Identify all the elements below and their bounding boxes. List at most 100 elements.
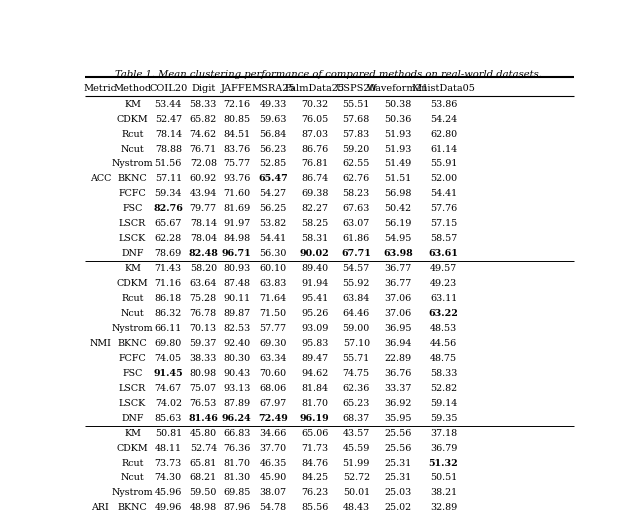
Text: 72.49: 72.49 — [258, 414, 288, 423]
Text: 57.83: 57.83 — [342, 130, 370, 138]
Text: 52.85: 52.85 — [259, 159, 287, 169]
Text: 80.30: 80.30 — [223, 354, 250, 363]
Text: 53.82: 53.82 — [259, 219, 287, 228]
Text: 86.18: 86.18 — [155, 294, 182, 303]
Text: 25.56: 25.56 — [384, 429, 412, 437]
Text: 83.76: 83.76 — [223, 145, 250, 153]
Text: 56.30: 56.30 — [259, 249, 287, 258]
Text: 78.69: 78.69 — [155, 249, 182, 258]
Text: 50.42: 50.42 — [385, 204, 412, 213]
Text: 63.83: 63.83 — [259, 279, 287, 288]
Text: 50.81: 50.81 — [155, 429, 182, 437]
Text: 87.89: 87.89 — [223, 399, 250, 408]
Text: 91.45: 91.45 — [154, 369, 183, 378]
Text: 86.74: 86.74 — [301, 174, 328, 183]
Text: FSC: FSC — [122, 204, 143, 213]
Text: 79.77: 79.77 — [189, 204, 217, 213]
Text: Ncut: Ncut — [121, 309, 145, 318]
Text: 25.03: 25.03 — [384, 489, 412, 497]
Text: 80.85: 80.85 — [223, 114, 250, 124]
Text: 71.73: 71.73 — [301, 444, 328, 453]
Text: LSCK: LSCK — [119, 399, 146, 408]
Text: 58.23: 58.23 — [342, 190, 370, 198]
Text: MnistData05: MnistData05 — [412, 84, 476, 92]
Text: 25.56: 25.56 — [384, 444, 412, 453]
Text: 81.84: 81.84 — [301, 384, 328, 393]
Text: 82.76: 82.76 — [154, 204, 183, 213]
Text: 54.41: 54.41 — [430, 190, 457, 198]
Text: 57.76: 57.76 — [430, 204, 457, 213]
Text: 71.43: 71.43 — [155, 264, 182, 273]
Text: 65.82: 65.82 — [189, 114, 217, 124]
Text: 94.62: 94.62 — [301, 369, 328, 378]
Text: BKNC: BKNC — [118, 174, 147, 183]
Text: 89.47: 89.47 — [301, 354, 328, 363]
Text: 59.37: 59.37 — [189, 339, 217, 348]
Text: 87.03: 87.03 — [301, 130, 328, 138]
Text: 50.38: 50.38 — [384, 100, 412, 109]
Text: 36.92: 36.92 — [384, 399, 412, 408]
Text: 65.81: 65.81 — [189, 458, 217, 468]
Text: Ncut: Ncut — [121, 474, 145, 482]
Text: Nystrom: Nystrom — [112, 489, 154, 497]
Text: Digit: Digit — [191, 84, 216, 92]
Text: 48.53: 48.53 — [430, 324, 457, 333]
Text: 54.78: 54.78 — [259, 503, 287, 511]
Text: 53.44: 53.44 — [155, 100, 182, 109]
Text: 36.76: 36.76 — [384, 369, 412, 378]
Text: 69.38: 69.38 — [301, 190, 328, 198]
Text: BKNC: BKNC — [118, 339, 147, 348]
Text: 38.07: 38.07 — [259, 489, 287, 497]
Text: 63.61: 63.61 — [429, 249, 458, 258]
Text: 35.95: 35.95 — [384, 414, 412, 423]
Text: FCFC: FCFC — [118, 354, 147, 363]
Text: 38.33: 38.33 — [189, 354, 217, 363]
Text: PalmData25: PalmData25 — [285, 84, 345, 92]
Text: 91.97: 91.97 — [223, 219, 250, 228]
Text: FCFC: FCFC — [118, 190, 147, 198]
Text: 45.80: 45.80 — [189, 429, 217, 437]
Text: 59.63: 59.63 — [259, 114, 287, 124]
Text: 80.93: 80.93 — [223, 264, 250, 273]
Text: 76.81: 76.81 — [301, 159, 328, 169]
Text: 44.56: 44.56 — [430, 339, 457, 348]
Text: 49.96: 49.96 — [155, 503, 182, 511]
Text: 52.72: 52.72 — [342, 474, 370, 482]
Text: Metric: Metric — [84, 84, 117, 92]
Text: 58.25: 58.25 — [301, 219, 328, 228]
Text: 61.86: 61.86 — [342, 234, 370, 243]
Text: 32.89: 32.89 — [430, 503, 457, 511]
Text: 33.37: 33.37 — [384, 384, 412, 393]
Text: 55.51: 55.51 — [342, 100, 370, 109]
Text: 70.32: 70.32 — [301, 100, 328, 109]
Text: 59.34: 59.34 — [155, 190, 182, 198]
Text: 61.14: 61.14 — [430, 145, 457, 153]
Text: 51.49: 51.49 — [384, 159, 412, 169]
Text: 59.00: 59.00 — [342, 324, 370, 333]
Text: BKNC: BKNC — [118, 503, 147, 511]
Text: 67.63: 67.63 — [342, 204, 370, 213]
Text: Rcut: Rcut — [122, 294, 144, 303]
Text: 57.68: 57.68 — [342, 114, 370, 124]
Text: CDKM: CDKM — [116, 114, 148, 124]
Text: 57.77: 57.77 — [259, 324, 287, 333]
Text: 57.15: 57.15 — [430, 219, 457, 228]
Text: 62.36: 62.36 — [342, 384, 370, 393]
Text: 91.94: 91.94 — [301, 279, 328, 288]
Text: 85.63: 85.63 — [155, 414, 182, 423]
Text: 65.06: 65.06 — [301, 429, 328, 437]
Text: 43.57: 43.57 — [342, 429, 370, 437]
Text: 70.60: 70.60 — [259, 369, 287, 378]
Text: 66.83: 66.83 — [223, 429, 250, 437]
Text: 62.76: 62.76 — [342, 174, 370, 183]
Text: 93.09: 93.09 — [301, 324, 328, 333]
Text: 89.87: 89.87 — [223, 309, 250, 318]
Text: 36.95: 36.95 — [384, 324, 412, 333]
Text: 78.14: 78.14 — [155, 130, 182, 138]
Text: 71.60: 71.60 — [223, 190, 250, 198]
Text: 89.40: 89.40 — [301, 264, 328, 273]
Text: 57.10: 57.10 — [342, 339, 370, 348]
Text: 63.98: 63.98 — [383, 249, 413, 258]
Text: 84.51: 84.51 — [223, 130, 250, 138]
Text: 56.19: 56.19 — [384, 219, 412, 228]
